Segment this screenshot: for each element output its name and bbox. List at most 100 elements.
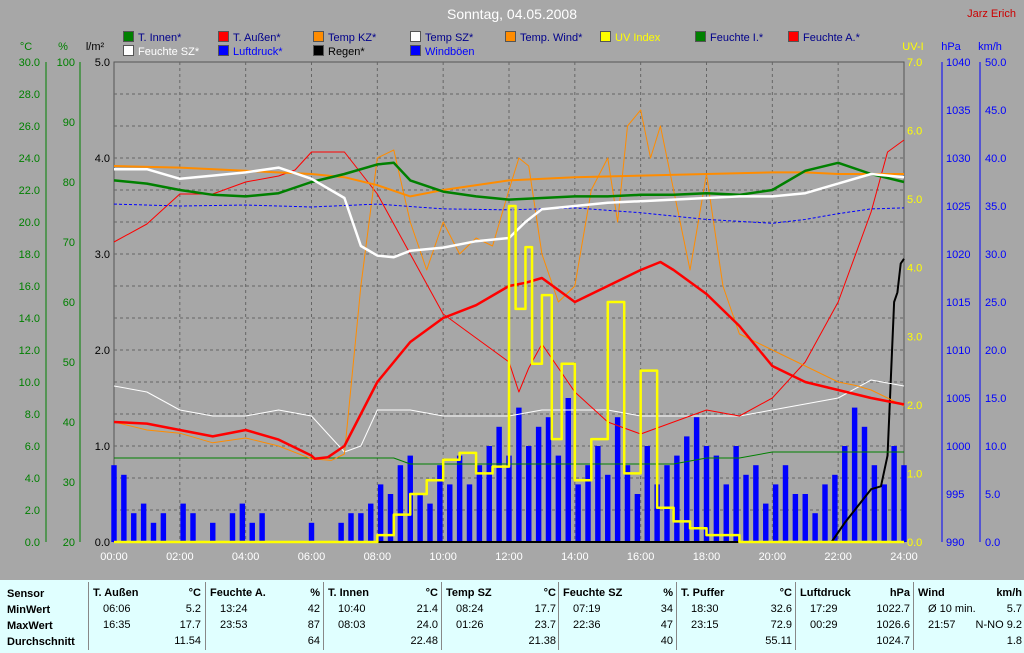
wind-gust-bar xyxy=(555,455,562,542)
stats-max-time: 08:03 xyxy=(338,619,366,631)
stats-column-separator xyxy=(676,582,677,650)
axis-tick-wind: 0.0 xyxy=(985,537,1000,549)
wind-gust-bar xyxy=(417,494,423,542)
stats-max-time: 23:15 xyxy=(691,619,719,631)
stats-max-value: N-NO 9.2 xyxy=(975,619,1022,631)
axis-tick-pressure: 1030 xyxy=(946,153,970,165)
axis-tick-time: 10:00 xyxy=(429,551,457,563)
axis-tick-uv: 3.0 xyxy=(907,331,922,343)
stats-max-time: 22:36 xyxy=(573,619,601,631)
legend-swatch xyxy=(695,31,706,42)
axis-tick-wind: 15.0 xyxy=(985,393,1006,405)
axis-unit-temp: °C xyxy=(20,41,32,53)
wind-gust-bar xyxy=(150,522,157,542)
axis-tick-humidity: 50 xyxy=(63,357,75,369)
wind-gust-bar xyxy=(210,522,216,542)
stats-min-value: 34 xyxy=(660,603,673,615)
axis-tick-pressure: 1015 xyxy=(946,297,970,309)
axis-tick-wind: 5.0 xyxy=(985,489,1000,501)
legend-swatch xyxy=(218,45,229,56)
legend-swatch xyxy=(123,45,134,56)
stats-avg-value: 1024.7 xyxy=(876,635,910,647)
author-label: Jarz Erich xyxy=(967,8,1016,20)
wind-gust-bar xyxy=(634,494,641,542)
stats-max-value: 47 xyxy=(660,619,673,631)
legend-label: Windböen xyxy=(425,46,475,58)
wind-gust-bar xyxy=(496,426,502,542)
wind-gust-bar xyxy=(387,494,394,542)
axis-tick-pressure: 1025 xyxy=(946,201,970,213)
axis-tick-pressure: 1020 xyxy=(946,249,970,261)
axis-tick-temp: 24.0 xyxy=(19,153,40,165)
legend-label: T. Innen* xyxy=(138,32,182,44)
stats-col-name: T. Außen xyxy=(93,587,139,599)
legend-item: UV Index xyxy=(600,31,660,45)
axis-tick-uv: 7.0 xyxy=(907,57,922,69)
stats-min-time: 08:24 xyxy=(456,603,484,615)
axis-tick-uv: 0.0 xyxy=(907,537,922,549)
axis-tick-rain: 1.0 xyxy=(95,441,110,453)
wind-gust-bar xyxy=(654,484,660,542)
legend-item: T. Innen* xyxy=(123,31,181,45)
wind-gust-bar xyxy=(506,455,512,542)
wind-gust-bar xyxy=(535,426,542,542)
axis-tick-wind: 50.0 xyxy=(985,57,1006,69)
stats-max-time: 01:26 xyxy=(456,619,484,631)
wind-gust-bar xyxy=(565,398,571,542)
axis-unit-humidity: % xyxy=(58,41,68,53)
legend-swatch xyxy=(505,31,516,42)
wind-gust-bar xyxy=(397,465,404,542)
axis-tick-pressure: 1005 xyxy=(946,393,970,405)
axis-tick-temp: 0.0 xyxy=(25,537,40,549)
stats-col-name: T. Puffer xyxy=(681,587,725,599)
axis-tick-temp: 20.0 xyxy=(19,217,40,229)
axis-tick-temp: 8.0 xyxy=(25,409,40,421)
wind-gust-bar xyxy=(545,417,552,542)
axis-tick-uv: 2.0 xyxy=(907,400,922,412)
wind-gust-bar xyxy=(516,407,522,542)
axis-tick-pressure: 1035 xyxy=(946,105,970,117)
axis-tick-temp: 2.0 xyxy=(25,505,40,517)
legend-label: Feuchte A.* xyxy=(803,32,860,44)
wind-gust-bar xyxy=(111,465,117,542)
wind-gust-bar xyxy=(160,513,167,542)
wind-gust-bar xyxy=(772,484,779,542)
series-line xyxy=(113,109,905,461)
wind-gust-bar xyxy=(753,465,759,542)
axis-tick-uv: 5.0 xyxy=(907,194,922,206)
axis-tick-wind: 35.0 xyxy=(985,201,1006,213)
legend-item: Temp KZ* xyxy=(313,31,376,45)
axis-tick-time: 04:00 xyxy=(232,551,260,563)
stats-column-separator xyxy=(205,582,206,650)
wind-gust-bar xyxy=(605,474,611,542)
axis-tick-time: 24:00 xyxy=(890,551,918,563)
wind-gust-bar xyxy=(723,484,729,542)
axis-tick-pressure: 1000 xyxy=(946,441,970,453)
wind-gust-bar xyxy=(368,503,374,542)
series-line xyxy=(113,203,905,224)
wind-gust-bar xyxy=(802,494,808,542)
stats-col-name: Feuchte A. xyxy=(210,587,266,599)
legend-label: Luftdruck* xyxy=(233,46,283,58)
axis-tick-temp: 4.0 xyxy=(25,473,40,485)
axis-tick-temp: 18.0 xyxy=(19,249,40,261)
wind-gust-bar xyxy=(456,455,463,542)
stats-col-name: Feuchte SZ xyxy=(563,587,623,599)
stats-col-unit: °C xyxy=(543,587,556,599)
series-line xyxy=(113,260,905,461)
axis-tick-humidity: 60 xyxy=(63,297,75,309)
wind-gust-bar xyxy=(713,455,720,542)
wind-gust-bar xyxy=(249,522,255,542)
stats-max-value: 1026.6 xyxy=(876,619,910,631)
axis-tick-rain: 2.0 xyxy=(95,345,110,357)
axis-tick-wind: 45.0 xyxy=(985,105,1006,117)
wind-gust-bar xyxy=(476,465,483,542)
legend-label: UV Index xyxy=(615,32,661,44)
axis-tick-humidity: 100 xyxy=(57,57,75,69)
legend-item: Windböen xyxy=(410,45,475,59)
axis-tick-time: 00:00 xyxy=(100,551,128,563)
wind-gust-bar xyxy=(861,426,868,542)
stats-table: Sensor MinWert MaxWert Durchschnitt T. A… xyxy=(0,580,1024,653)
stats-max-value: 87 xyxy=(307,619,320,631)
wind-gust-bar xyxy=(614,417,621,542)
